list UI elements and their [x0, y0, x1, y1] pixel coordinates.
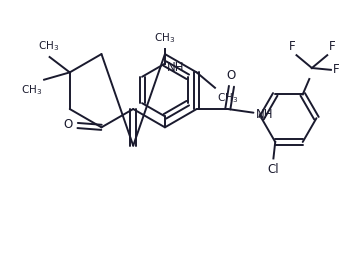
Text: Cl: Cl [267, 163, 279, 176]
Text: CH$_3$: CH$_3$ [38, 40, 59, 53]
Text: CH$_3$: CH$_3$ [154, 31, 175, 45]
Text: O: O [64, 118, 73, 131]
Text: CH$_3$: CH$_3$ [217, 91, 238, 105]
Text: CH$_3$: CH$_3$ [21, 83, 42, 97]
Text: O: O [227, 69, 236, 81]
Text: F: F [329, 40, 335, 53]
Text: NH: NH [256, 108, 273, 121]
Text: F: F [333, 63, 339, 76]
Text: F: F [289, 40, 295, 53]
Text: NH: NH [167, 61, 184, 74]
